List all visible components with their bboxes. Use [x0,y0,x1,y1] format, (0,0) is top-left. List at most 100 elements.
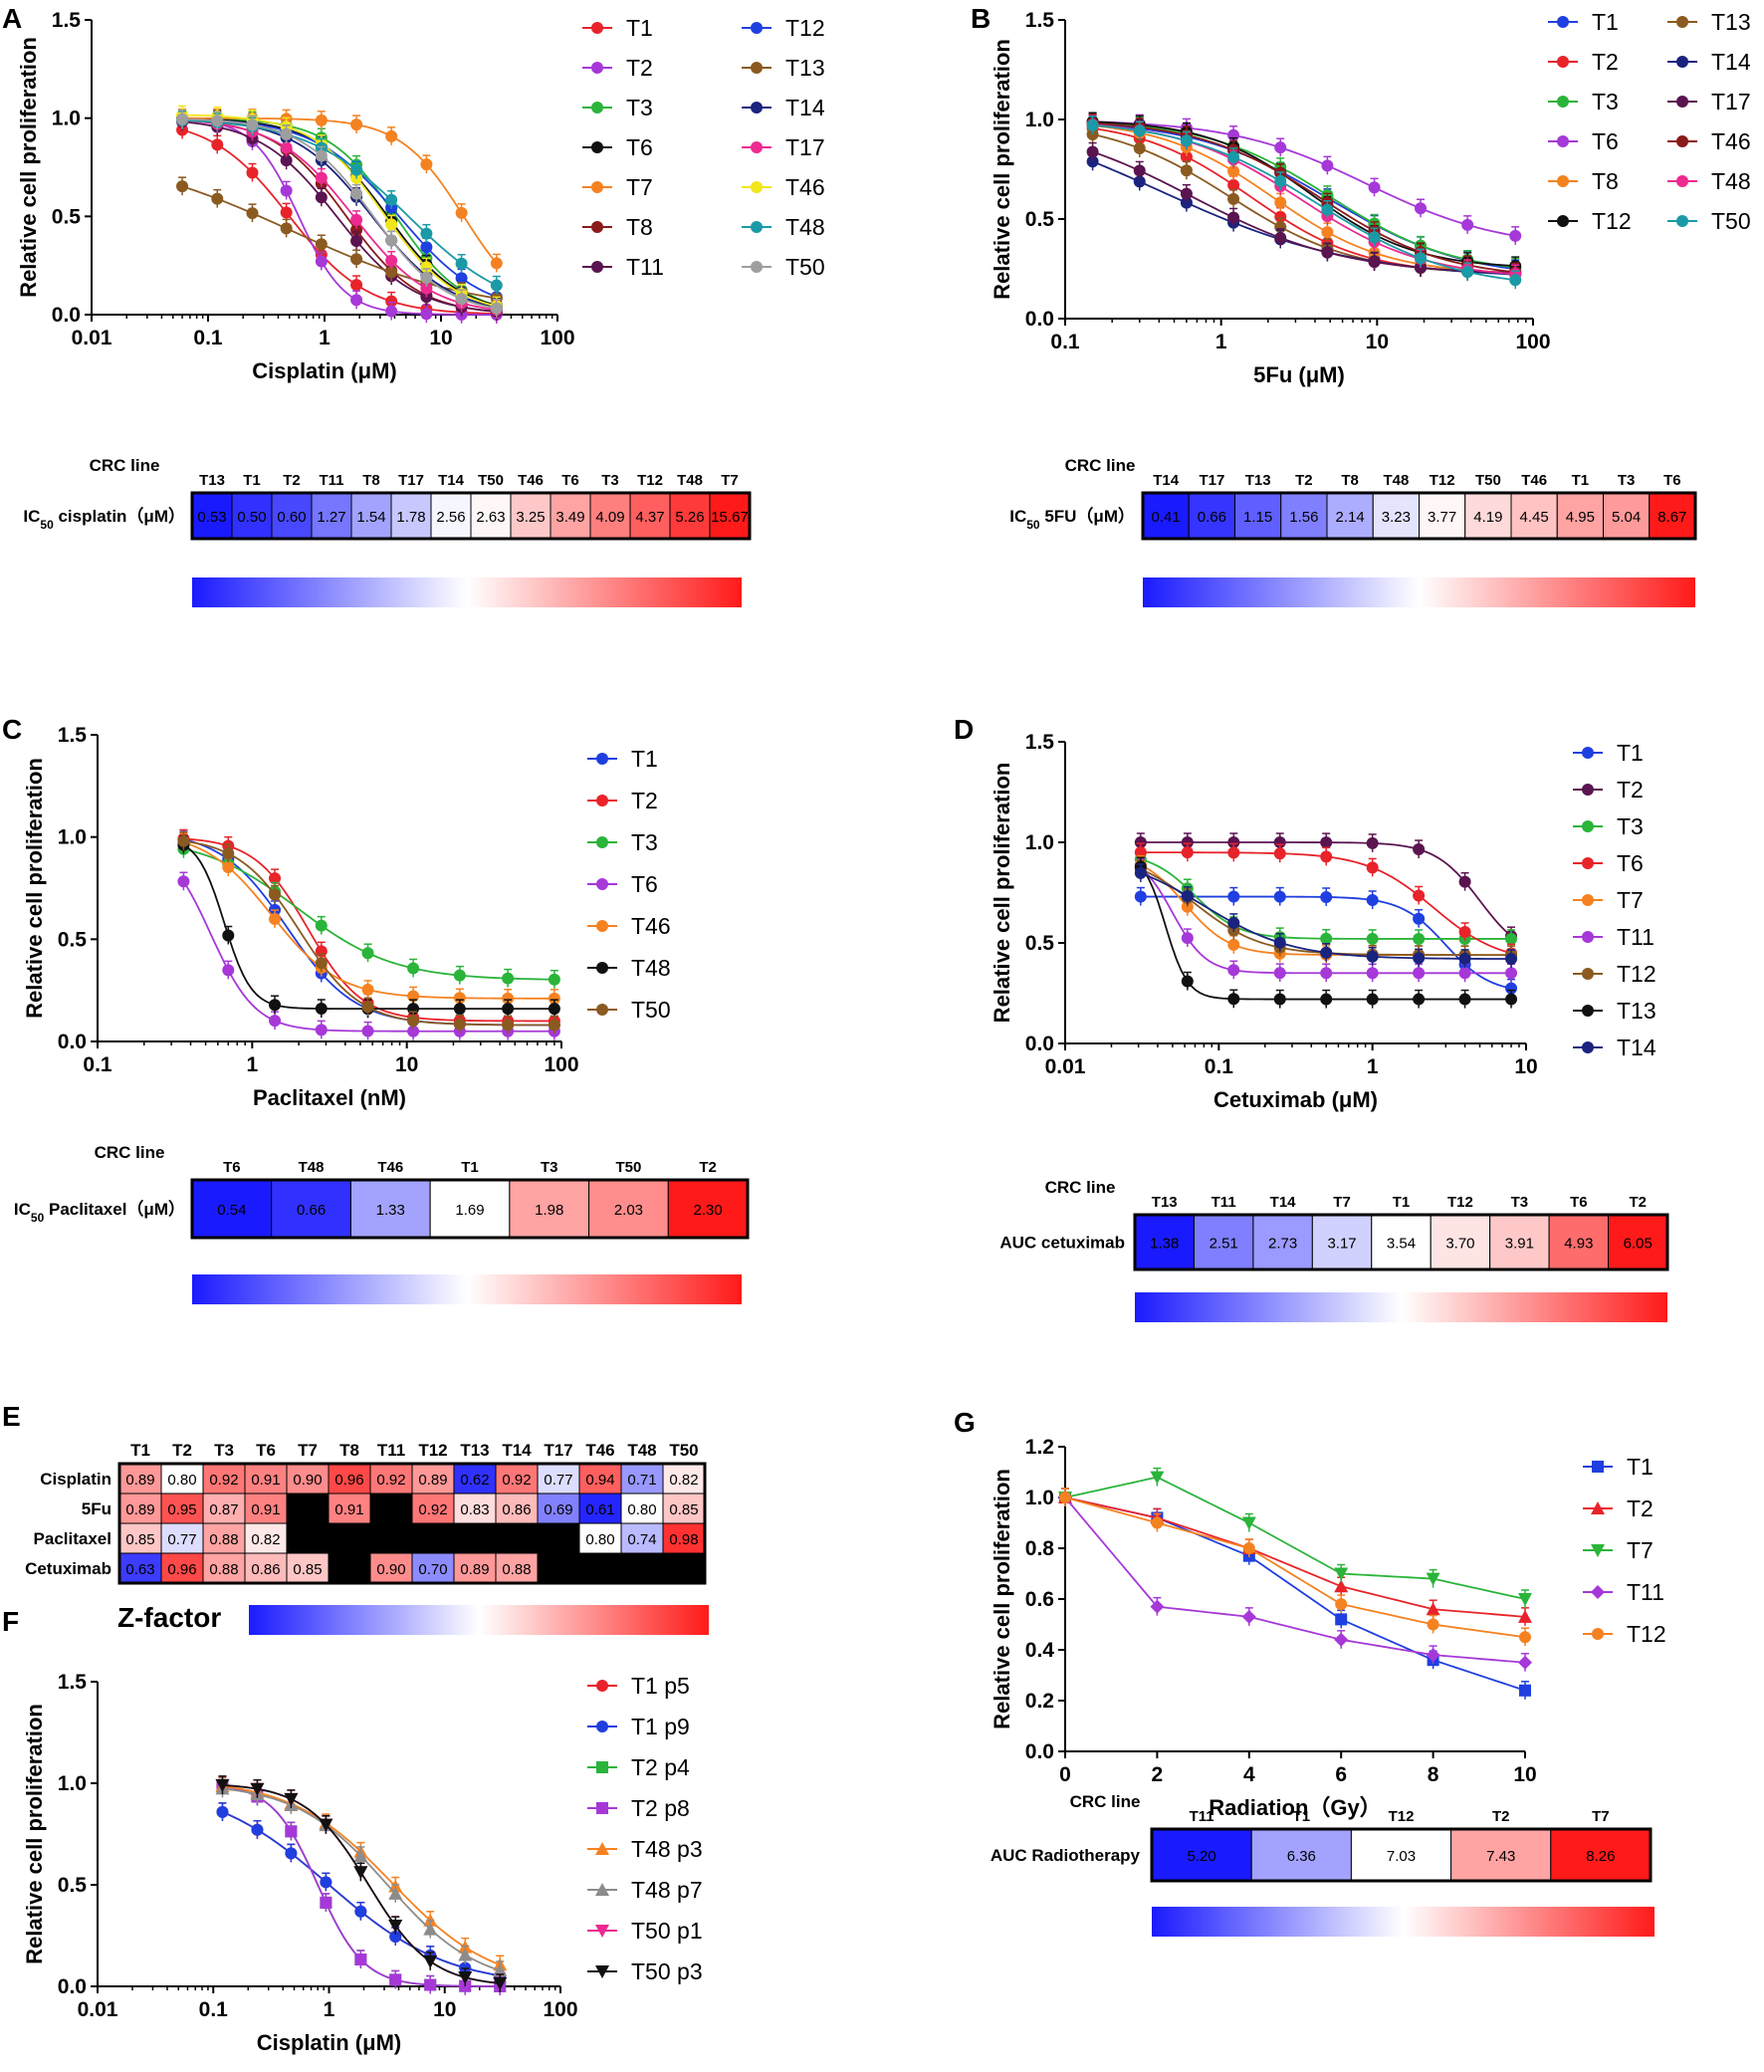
heat-cell-value: 4.19 [1473,509,1502,526]
data-point [385,266,398,279]
data-point [548,1019,560,1032]
row-label-main: IC [14,1200,31,1219]
zfactor-col-label: T2 [172,1441,192,1460]
heat-cell-value: 1.38 [1150,1236,1179,1253]
zfactor-row-label: 5Fu [82,1499,111,1518]
legend-swatch-marker [1557,96,1569,108]
heat-cell [588,1179,669,1239]
data-point [1181,932,1194,945]
data-point [1227,938,1240,951]
zfactor-cell [662,1552,706,1584]
series-t50 [177,831,560,1035]
x-tick-label: 0.01 [72,327,112,349]
zfactor-cell [537,1552,580,1584]
table-col-label: T50 [478,472,504,489]
legend-label: T3 [1617,813,1644,839]
heat-cell-value: 0.41 [1152,509,1181,526]
heat-table-c: CRC line IC50 Paclitaxel（μM） T6 0.54 T48 0.66… [14,1143,750,1304]
data-point [1519,1684,1531,1697]
legend-swatch-marker [751,221,763,233]
y-tick-label: 1.5 [58,724,88,747]
legend-label: T1 [1627,1454,1654,1480]
legend-label: T7 [1617,887,1644,913]
fit-curve [1091,123,1517,282]
series-t2 [1058,1488,1532,1626]
zfactor-cell-value: 0.94 [585,1472,614,1489]
y-tick-label: 1.5 [1025,9,1055,32]
data-point [1505,967,1518,980]
data-point [1180,187,1193,200]
data-point [1458,967,1471,980]
legend-swatch-marker [596,962,608,974]
heat-cell-value: 1.56 [1289,509,1318,526]
x-tick-label: 6 [1335,1763,1347,1786]
legend-entry: T2 p8 [587,1795,690,1821]
data-point [1180,196,1193,209]
table-col-label: T2 [699,1159,717,1176]
zfactor-cell-value: 0.87 [209,1501,238,1518]
legend-label: T50 [631,997,671,1023]
table-col-label: T3 [601,472,619,489]
zfactor-cell [411,1493,455,1524]
series-t2 [176,110,503,324]
legend-swatch-marker [591,141,603,153]
x-tick-label: 100 [540,327,574,349]
zfactor-cell-value: 0.69 [544,1501,572,1518]
data-point [1181,836,1194,849]
heat-cell [509,1179,590,1239]
heat-cell-value: 0.50 [237,509,266,526]
legend-entry: T6 [1573,850,1644,876]
heat-cell-value: 1.54 [356,509,385,526]
table-col-label: T48 [1383,472,1409,489]
legend-entry: T11 [1583,1579,1664,1605]
legend-swatch-marker [1592,1628,1604,1640]
legend-entry: T2 [582,55,653,81]
zfactor-col-label: T50 [669,1441,698,1460]
y-tick-label: 1.5 [58,1671,88,1694]
data-point [246,166,259,179]
heat-table-a: CRC line IC50 cisplatin（μM） T13 0.53 T1 0.50 T… [23,456,752,607]
x-tick-label: 0.01 [78,1998,118,2021]
data-point [502,1003,515,1016]
legend-label: T2 [631,788,658,813]
table-col-label: T8 [1341,472,1359,489]
x-tick-label: 1 [1215,331,1227,353]
legend-entry: T48 p3 [587,1836,703,1862]
y-axis-label: Relative cell proliferation [16,37,41,298]
data-point [453,1018,466,1031]
data-point [453,992,466,1005]
x-tick-label: 100 [543,1998,577,2021]
heat-cell-value: 8.26 [1586,1848,1615,1865]
legend-swatch-marker [1676,56,1688,68]
heat-cell [1311,1214,1373,1270]
legend-swatch-marker [596,1802,608,1814]
table-col-label: T14 [1270,1194,1297,1211]
zfactor-cell [328,1493,371,1524]
data-point [490,302,503,315]
x-tick-label: 10 [1514,1055,1537,1078]
zfactor-cell [244,1493,288,1524]
legend-swatch-marker [591,181,603,193]
data-point [1241,1609,1256,1624]
data-point [407,962,420,975]
data-point [1366,932,1379,945]
data-point [1273,993,1286,1006]
legend-swatch-marker [595,1842,609,1855]
x-tick-label: 10 [1513,1763,1536,1786]
data-point [222,861,235,874]
zfactor-cell [328,1463,371,1495]
legend-label: T7 [626,174,653,200]
legend-swatch-marker [596,753,608,765]
data-point [320,1876,332,1889]
data-point [1151,1516,1164,1529]
fit-curve [1064,1496,1526,1618]
table-col-label: T13 [199,472,225,489]
series-t48-p7 [215,1778,508,1979]
legend-entry: T2 [1583,1496,1654,1521]
legend-entry: T11 [1573,924,1654,950]
legend-swatch-marker [1557,16,1569,28]
data-point [350,163,363,176]
y-tick-label: 1.5 [1025,731,1055,754]
data-point [490,279,503,292]
legend-entry: T7 [1583,1537,1654,1563]
